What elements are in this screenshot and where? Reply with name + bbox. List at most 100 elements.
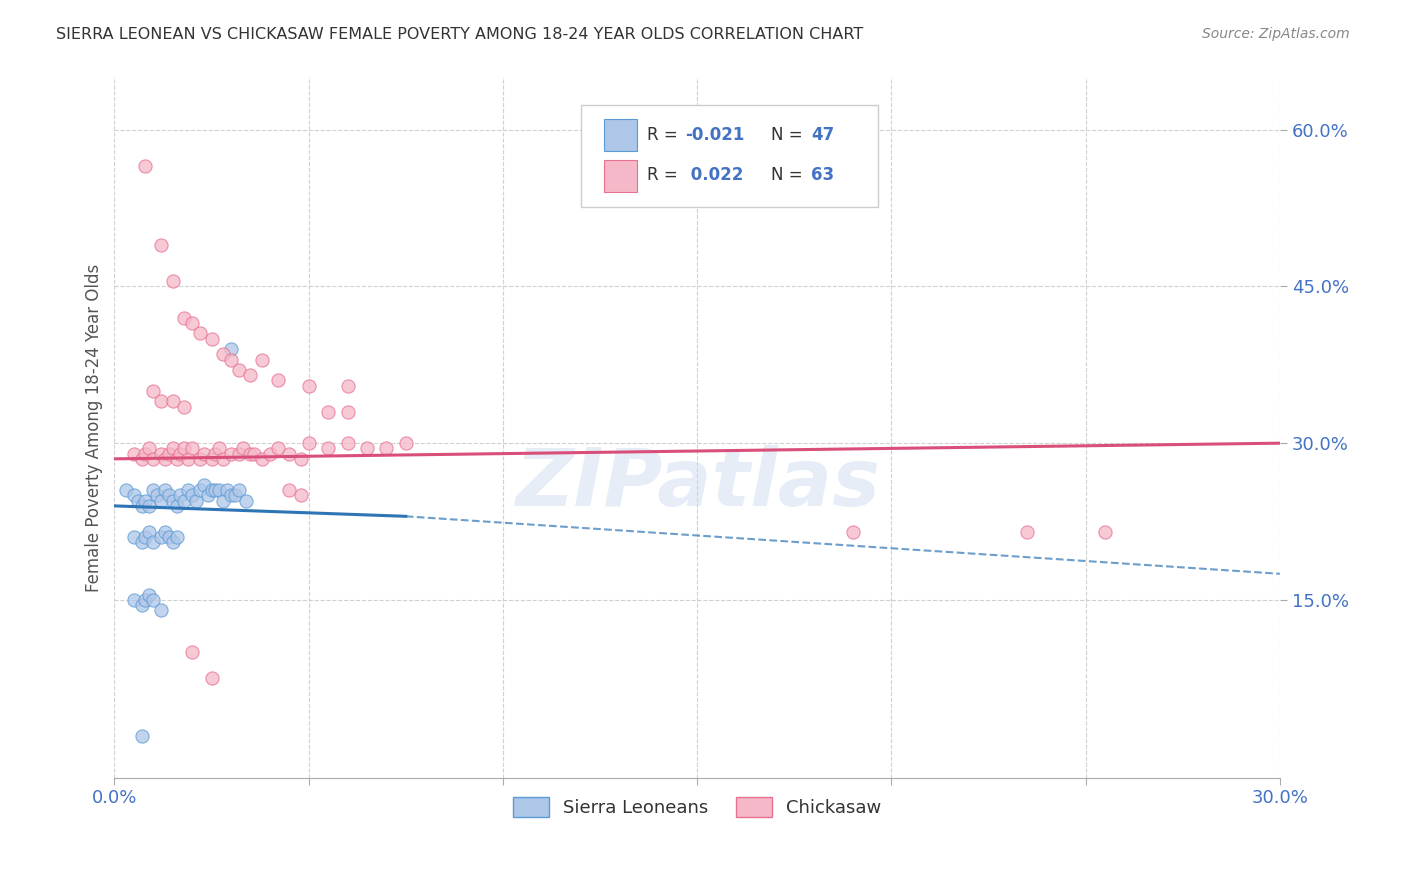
Point [131, 535, 153, 549]
Point [142, 451, 165, 466]
Point [316, 442, 339, 456]
Point [150, 493, 173, 508]
Text: SIERRA LEONEAN VS CHICKASAW FEMALE POVERTY AMONG 18-24 YEAR OLDS CORRELATION CHA: SIERRA LEONEAN VS CHICKASAW FEMALE POVER… [56, 27, 863, 42]
Point [138, 588, 160, 602]
Text: 47: 47 [811, 126, 835, 144]
Point [239, 447, 262, 461]
Point [336, 405, 359, 419]
Point [243, 447, 266, 461]
Point [134, 159, 156, 173]
Point [150, 394, 173, 409]
Text: N =: N = [770, 167, 807, 185]
Point [1017, 524, 1039, 539]
Point [208, 442, 231, 456]
Point [131, 499, 153, 513]
Point [153, 451, 176, 466]
Point [219, 447, 242, 461]
Point [131, 451, 153, 466]
Point [395, 436, 418, 450]
Text: -0.021: -0.021 [686, 126, 745, 144]
Point [142, 384, 165, 398]
Text: R =: R = [647, 167, 683, 185]
Point [173, 400, 195, 414]
Text: 0.022: 0.022 [686, 167, 744, 185]
Point [184, 493, 207, 508]
Point [208, 483, 231, 498]
Y-axis label: Female Poverty Among 18-24 Year Olds: Female Poverty Among 18-24 Year Olds [86, 263, 103, 591]
Point [162, 535, 184, 549]
Point [115, 483, 138, 498]
Point [316, 405, 339, 419]
Point [228, 483, 250, 498]
Point [162, 274, 184, 288]
Point [157, 530, 180, 544]
Point [131, 729, 153, 743]
Point [212, 451, 235, 466]
Point [219, 488, 242, 502]
Point [157, 488, 180, 502]
Point [228, 447, 250, 461]
Text: Source: ZipAtlas.com: Source: ZipAtlas.com [1202, 27, 1350, 41]
Point [290, 488, 312, 502]
Point [153, 483, 176, 498]
Point [193, 478, 215, 492]
Point [134, 447, 156, 461]
Point [197, 488, 219, 502]
FancyBboxPatch shape [581, 105, 877, 207]
Point [298, 436, 321, 450]
Text: R =: R = [647, 126, 683, 144]
Point [336, 436, 359, 450]
Point [188, 326, 211, 341]
Point [219, 352, 242, 367]
Point [150, 530, 173, 544]
Point [153, 524, 176, 539]
Point [166, 530, 188, 544]
Point [336, 378, 359, 392]
Point [122, 488, 145, 502]
Point [169, 488, 191, 502]
Point [122, 447, 145, 461]
Point [150, 237, 173, 252]
Point [134, 530, 156, 544]
Point [193, 447, 215, 461]
Point [138, 442, 160, 456]
Point [177, 483, 200, 498]
Text: N =: N = [770, 126, 807, 144]
Point [266, 442, 288, 456]
Point [200, 671, 222, 685]
Point [278, 447, 301, 461]
Point [166, 499, 188, 513]
Point [173, 493, 195, 508]
Point [142, 535, 165, 549]
Point [375, 442, 398, 456]
Point [232, 442, 254, 456]
Point [259, 447, 281, 461]
Point [204, 447, 226, 461]
Legend: Sierra Leoneans, Chickasaw: Sierra Leoneans, Chickasaw [506, 790, 889, 824]
Point [200, 451, 222, 466]
Point [212, 493, 235, 508]
Bar [605, 160, 637, 192]
Point [181, 488, 204, 502]
Point [356, 442, 378, 456]
Point [228, 363, 250, 377]
Point [235, 493, 257, 508]
Point [142, 593, 165, 607]
Point [278, 483, 301, 498]
Text: ZIPatlas: ZIPatlas [515, 444, 880, 523]
Point [219, 342, 242, 356]
Point [127, 493, 149, 508]
Point [290, 451, 312, 466]
Bar [605, 120, 637, 151]
Point [841, 524, 863, 539]
Point [250, 352, 273, 367]
Point [266, 374, 288, 388]
Point [177, 451, 200, 466]
Point [142, 483, 165, 498]
Point [224, 488, 246, 502]
Point [181, 645, 204, 659]
Point [181, 316, 204, 330]
Point [204, 483, 226, 498]
Point [217, 483, 239, 498]
Point [212, 347, 235, 361]
